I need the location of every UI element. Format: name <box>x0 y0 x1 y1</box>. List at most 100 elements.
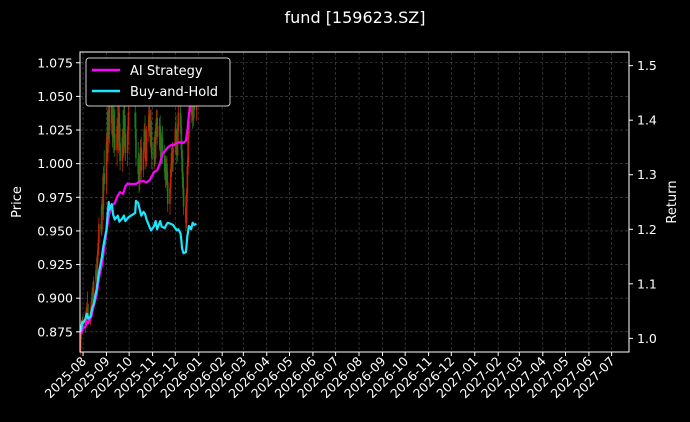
candle-body <box>86 307 89 313</box>
legend-label-buy-and-hold: Buy-and-Hold <box>130 85 218 100</box>
left-tick-label: 0.925 <box>37 257 73 272</box>
right-tick-label: 1.3 <box>637 167 657 182</box>
candle-body <box>169 169 172 188</box>
candle-body <box>175 128 177 145</box>
candle-body <box>187 136 189 167</box>
candle-body <box>92 280 95 300</box>
candle-body <box>103 173 105 184</box>
legend-box <box>85 57 231 107</box>
right-tick-label: 1.1 <box>637 276 657 291</box>
right-tick-label: 1.5 <box>637 58 657 73</box>
candle-body <box>118 112 121 144</box>
candle <box>119 123 121 171</box>
candle <box>172 142 174 172</box>
series-line-buy-and-hold <box>79 199 197 332</box>
left-y-axis: 0.875 0.900 0.925 0.950 0.975 1.000 1.025 1.050… <box>37 55 80 339</box>
candle <box>121 128 124 172</box>
left-tick-label: 1.000 <box>37 156 73 171</box>
candle-body <box>124 134 127 153</box>
candle-body <box>126 131 129 153</box>
candle <box>124 115 127 161</box>
candle-body <box>121 136 124 161</box>
candle-body <box>186 166 189 194</box>
candle-body <box>97 243 99 256</box>
candle-body <box>142 150 145 171</box>
candle-body <box>138 163 141 184</box>
candle-body <box>105 143 108 184</box>
candle-body <box>145 131 148 161</box>
candle-body <box>182 187 185 207</box>
candle <box>113 109 116 157</box>
candle-body <box>127 112 130 132</box>
candle-body <box>140 147 143 171</box>
candle <box>98 217 100 250</box>
candle <box>166 171 169 213</box>
candle-body <box>156 117 158 137</box>
candle-body <box>96 255 99 276</box>
candle-body <box>137 158 140 175</box>
left-tick-label: 1.050 <box>37 89 73 104</box>
candle-body <box>84 317 87 328</box>
candle <box>156 109 158 145</box>
candle <box>151 131 153 170</box>
candle-body <box>110 101 113 124</box>
candle-body <box>163 155 166 172</box>
left-tick-label: 0.900 <box>37 291 73 306</box>
candle <box>154 123 157 164</box>
candle-body <box>169 187 171 205</box>
left-tick-label: 0.975 <box>37 190 73 205</box>
candle-body <box>177 112 180 132</box>
candle-body <box>135 128 137 159</box>
candle <box>145 125 148 167</box>
candle-body <box>166 182 169 205</box>
candle-body <box>79 330 82 350</box>
candle-body <box>185 193 188 223</box>
candle <box>103 150 105 191</box>
candle-body <box>113 134 116 151</box>
candle-body <box>151 144 153 159</box>
candle-body <box>159 125 161 148</box>
right-axis-title: Return <box>665 180 680 223</box>
candle <box>182 177 185 215</box>
right-y-axis: 1.0 1.1 1.2 1.3 1.4 1.5 <box>629 58 657 346</box>
candle-body <box>181 150 183 172</box>
candle <box>101 197 103 237</box>
candle-body <box>101 204 103 230</box>
candle-body <box>144 128 146 145</box>
candle-body <box>182 171 184 188</box>
left-tick-label: 0.875 <box>37 324 73 339</box>
legend: AI Strategy Buy-and-Hold <box>85 57 231 107</box>
candle-body <box>108 101 111 131</box>
left-tick-label: 0.950 <box>37 223 73 238</box>
right-tick-label: 1.2 <box>637 222 657 237</box>
candle <box>127 104 130 145</box>
left-axis-title: Price <box>10 186 25 218</box>
chart-title: fund [159623.SZ] <box>285 8 426 27</box>
candle-body <box>98 224 100 244</box>
right-tick-label: 1.0 <box>637 331 657 346</box>
candle <box>86 291 89 318</box>
candle <box>135 112 137 167</box>
candle-body <box>172 147 174 164</box>
plot-frame <box>79 51 630 353</box>
legend-label-ai-strategy: AI Strategy <box>130 64 203 79</box>
candle-body <box>150 120 152 145</box>
left-tick-label: 1.025 <box>37 123 73 138</box>
candle-body <box>123 115 126 135</box>
candle-body <box>90 302 93 312</box>
candle-body <box>102 173 105 210</box>
series-lines <box>79 73 198 335</box>
candle <box>140 136 143 180</box>
candle-body <box>166 163 168 183</box>
candle-body <box>113 115 115 135</box>
candlesticks <box>79 74 198 355</box>
left-tick-label: 1.075 <box>37 55 73 70</box>
candle-body <box>119 143 121 161</box>
candle-body <box>82 323 84 328</box>
right-tick-label: 1.4 <box>637 113 657 128</box>
candle-body <box>161 136 164 156</box>
candle-body <box>107 109 109 153</box>
candle <box>185 187 188 229</box>
candle-body <box>134 112 137 129</box>
